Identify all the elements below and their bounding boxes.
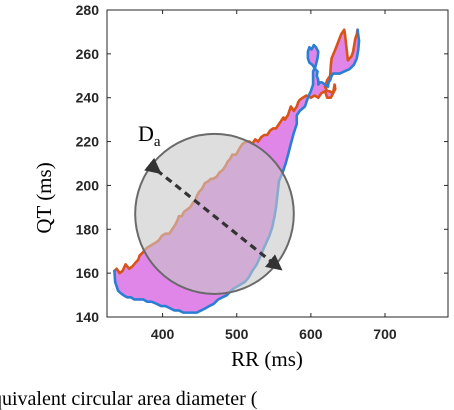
x-tick-label: 400 (151, 326, 175, 342)
y-tick-label: 240 (76, 90, 100, 106)
y-tick-label: 260 (76, 46, 100, 62)
axes-box (106, 9, 449, 318)
y-tick-label: 160 (76, 265, 100, 281)
x-tick-label: 600 (299, 326, 323, 342)
plot-area: 140 160 180 200 220 240 260 280 400 500 600 700 (76, 2, 449, 342)
y-tick-label: 220 (76, 134, 100, 150)
annotation-da-main: D (138, 121, 154, 146)
y-axis-label: QT (ms) (32, 162, 56, 233)
x-axis-label: RR (ms) (231, 347, 303, 371)
equivalent-circle (134, 132, 295, 295)
y-tick-label: 200 (76, 177, 100, 193)
x-tick-label: 700 (373, 326, 397, 342)
x-tick-label: 500 (225, 326, 249, 342)
y-tick-label: 180 (76, 221, 100, 237)
annotation-da-sub: a (154, 134, 161, 150)
y-tick-label: 140 (76, 309, 100, 325)
diameter-arrow (144, 157, 283, 271)
caption-fragment: quivalent circular area diameter ( (0, 388, 258, 410)
annotation-da: Da (138, 121, 161, 150)
y-tick-label: 280 (76, 2, 100, 18)
